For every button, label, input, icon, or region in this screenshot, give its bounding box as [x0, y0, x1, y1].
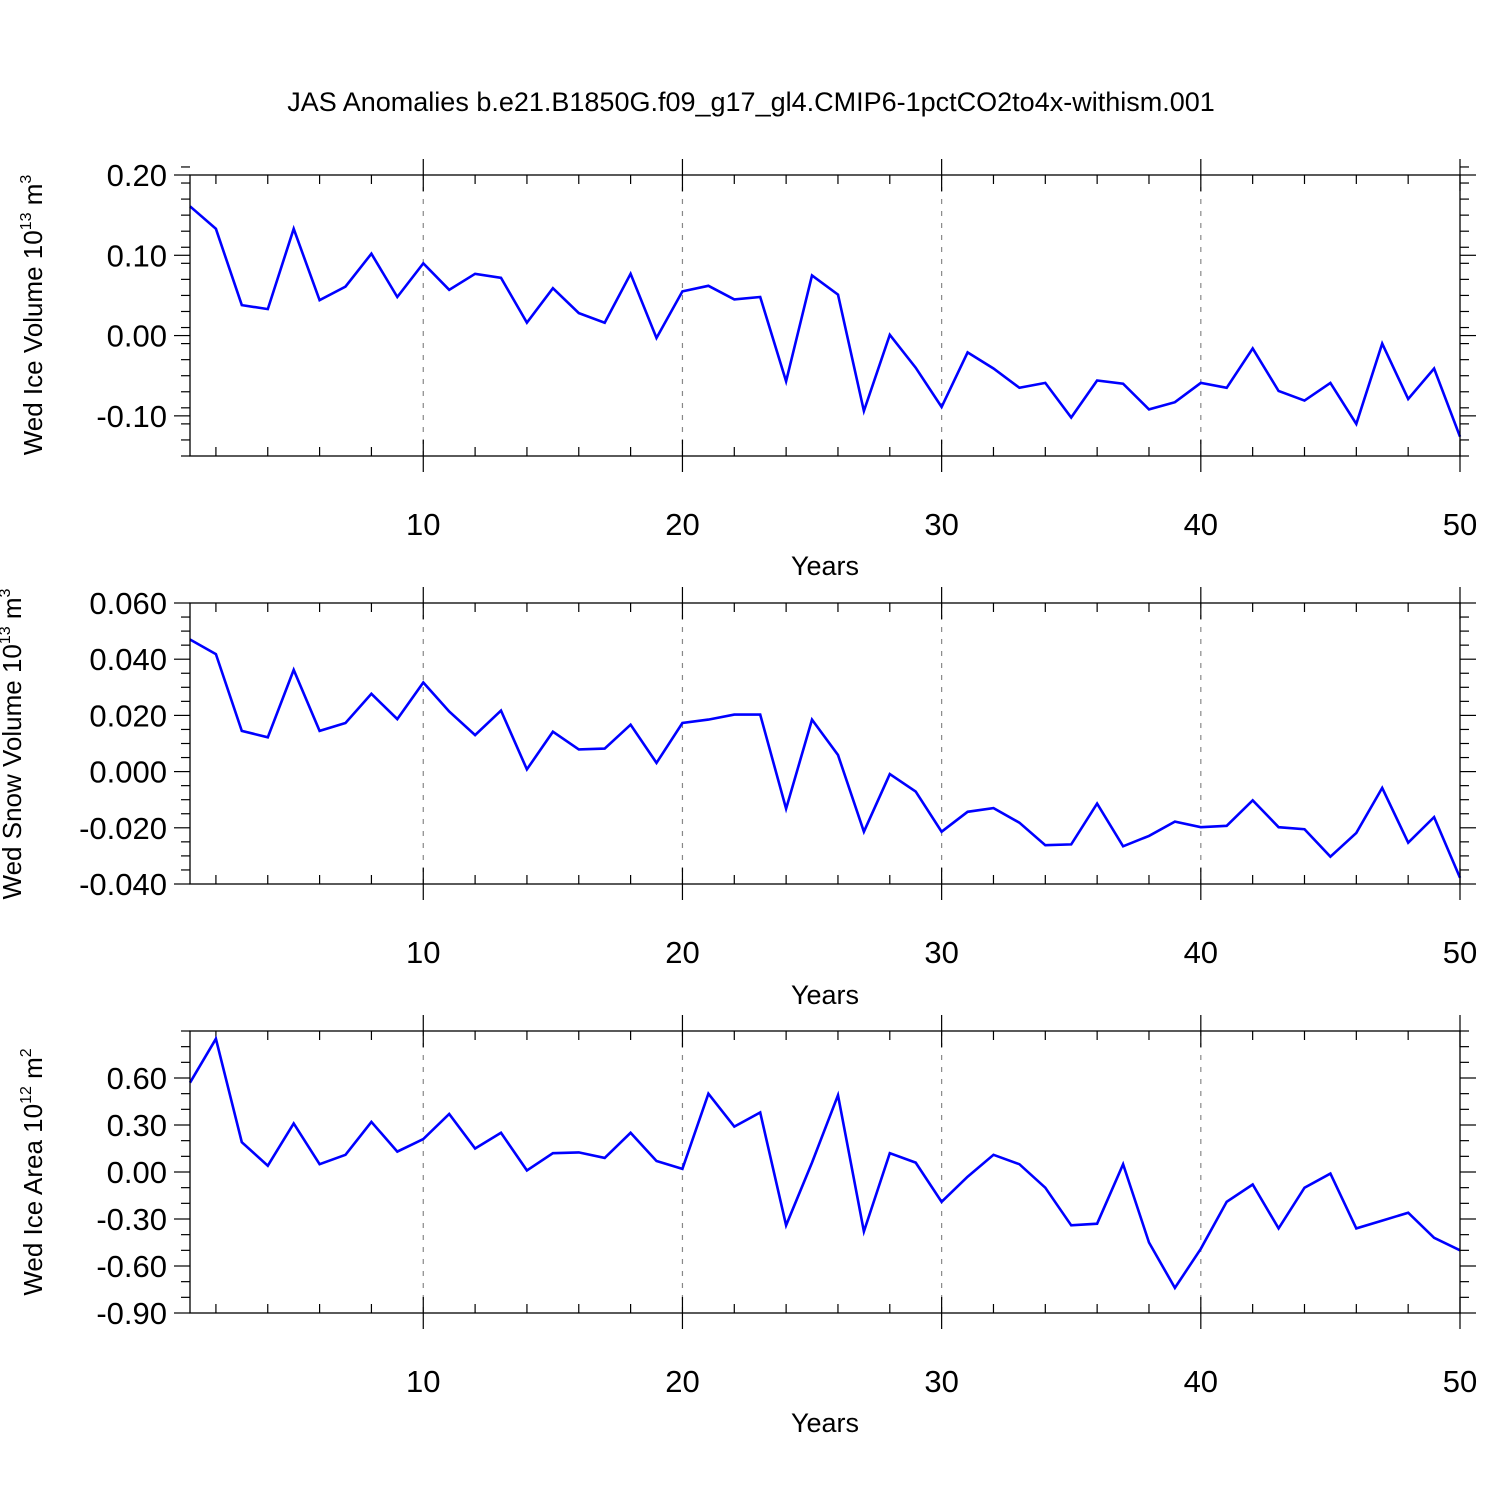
series-line [189, 205, 1462, 438]
y-axis-title-exponent: 13 [18, 212, 35, 230]
x-tick-label: 50 [1443, 507, 1477, 542]
panel-ice-area: Years Wed Ice Area 1012 m2 10 20 30 40 50 -0.… [18, 1015, 1477, 1438]
y-tick-label: -0.90 [96, 1296, 167, 1331]
x-tick-label: 10 [406, 935, 440, 970]
y-tick-label: 0.10 [107, 238, 167, 273]
y-axis-title-unit-exponent: 2 [18, 1048, 35, 1057]
y-axis-title-unit-exponent: 3 [18, 175, 35, 184]
x-tick-label: 40 [1184, 1364, 1218, 1399]
y-axis-title-exponent: 13 [0, 626, 14, 644]
y-tick-label: 0.00 [107, 319, 167, 354]
x-axis-title: Years [791, 980, 859, 1010]
x-tick-label: 30 [924, 935, 958, 970]
y-tick-label: 0.00 [107, 1155, 167, 1190]
y-axis-title-exponent: 12 [18, 1086, 35, 1104]
y-tick-label: 0.060 [89, 586, 167, 621]
y-axis-title: Wed Snow Volume 1013 m3 [0, 588, 27, 899]
x-tick-label: 30 [924, 507, 958, 542]
y-axis-title-unit-exponent: 3 [0, 588, 14, 597]
y-tick-label: -0.60 [96, 1249, 167, 1284]
plot-frame [189, 602, 1461, 885]
x-axis-title: Years [791, 551, 859, 581]
x-tick-label: 50 [1443, 1364, 1477, 1399]
y-axis-title: Wed Ice Volume 1013 m3 [18, 175, 48, 456]
panel-snow-volume: Years Wed Snow Volume 1013 m3 10 20 30 40 50… [0, 586, 1477, 1010]
y-tick-label: 0.30 [107, 1108, 167, 1143]
x-tick-label: 30 [924, 1364, 958, 1399]
y-axis-title-main: Wed Snow Volume 10 [0, 644, 27, 899]
y-tick-label: 0.20 [107, 158, 167, 193]
y-tick-label: 0.60 [107, 1061, 167, 1096]
x-tick-label: 40 [1184, 935, 1218, 970]
y-axis-title-main: Wed Ice Volume 10 [18, 230, 48, 455]
series-line [188, 1035, 1461, 1291]
x-tick-label: 10 [406, 507, 440, 542]
x-tick-label: 20 [665, 1364, 699, 1399]
panel-ice-volume: Years Wed Ice Volume 1013 m3 10 20 30 40 50 -… [18, 158, 1477, 581]
figure-title: JAS Anomalies b.e21.B1850G.f09_g17_gl4.C… [287, 87, 1215, 117]
y-tick-label: 0.000 [89, 755, 167, 790]
series-line [189, 638, 1462, 879]
y-tick-label: -0.020 [79, 811, 167, 846]
y-tick-label: 0.040 [89, 642, 167, 677]
x-tick-label: 20 [665, 507, 699, 542]
y-axis-title: Wed Ice Area 1012 m2 [18, 1048, 48, 1295]
x-tick-label: 50 [1443, 935, 1477, 970]
y-tick-label: 0.020 [89, 698, 167, 733]
plot-frame [189, 174, 1461, 457]
x-tick-label: 40 [1184, 507, 1218, 542]
y-tick-label: -0.040 [79, 867, 167, 902]
y-axis-title-unit: m [18, 1057, 48, 1086]
y-tick-label: -0.30 [96, 1202, 167, 1237]
plot-frame [189, 1030, 1461, 1314]
y-tick-label: -0.10 [96, 399, 167, 434]
x-tick-label: 20 [665, 935, 699, 970]
y-axis-title-main: Wed Ice Area 10 [18, 1104, 48, 1296]
x-axis-title: Years [791, 1408, 859, 1438]
x-tick-label: 10 [406, 1364, 440, 1399]
y-axis-title-unit: m [0, 597, 27, 626]
y-axis-title-unit: m [18, 184, 48, 213]
